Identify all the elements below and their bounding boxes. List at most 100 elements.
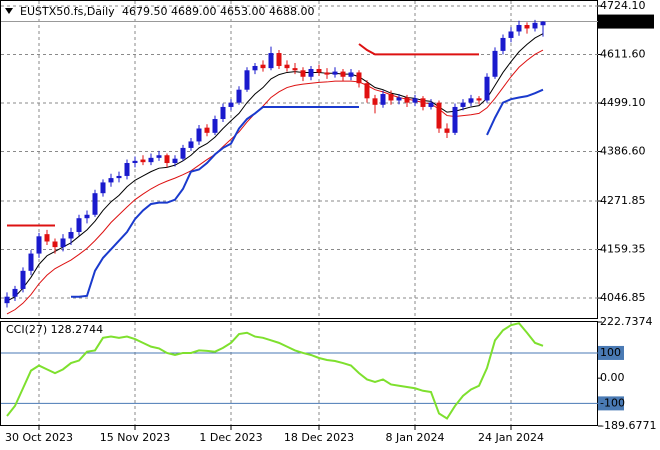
overlay-line [6, 33, 544, 302]
candle-body [12, 288, 18, 297]
candle-body [116, 175, 122, 179]
y-tick-label: 4159.35 [600, 243, 646, 256]
y-tick-label: 4724.10 [600, 0, 646, 12]
candle-body [420, 98, 426, 107]
candle-body [460, 102, 466, 107]
overlay-line [6, 49, 544, 315]
candle-body [4, 296, 10, 304]
candle-body [188, 141, 194, 148]
candle-body [388, 94, 394, 101]
x-tick-label: 30 Oct 2023 [5, 431, 73, 444]
y-tick-label: 4271.85 [600, 194, 646, 207]
candle-body [28, 253, 34, 271]
y-tick-label: 4046.85 [600, 291, 646, 304]
candle-body [468, 98, 474, 103]
x-tick-label: 18 Dec 2023 [284, 431, 354, 444]
candle-body [532, 22, 538, 29]
candle-body [372, 98, 378, 105]
candle-body [36, 236, 42, 254]
candle-body [516, 25, 522, 32]
candle-body [180, 147, 186, 159]
current-price-label: 4688.00 [601, 15, 647, 28]
candle-body [340, 71, 346, 77]
y-tick-label: -100 [600, 396, 625, 409]
level-box [598, 345, 624, 360]
candle-body [540, 21, 546, 26]
overlay-line [71, 105, 359, 298]
candle-body [524, 25, 530, 29]
candle-body [284, 64, 290, 69]
candle-body [260, 64, 266, 69]
candle-body [132, 160, 138, 164]
candle-body [412, 98, 418, 103]
candle-body [500, 37, 506, 51]
candle-body [172, 158, 178, 164]
candle-body [292, 68, 298, 71]
cci-title: CCI(27) 128.2744 [6, 323, 103, 336]
candle-body [196, 128, 202, 142]
candle-body [108, 178, 114, 183]
candle-body [364, 83, 370, 99]
candle-body [60, 238, 66, 248]
y-tick-label: -189.6771 [600, 419, 656, 432]
candle-body [316, 68, 322, 73]
x-tick-label: 15 Nov 2023 [100, 431, 170, 444]
candle-body [396, 97, 402, 101]
candle-body [492, 50, 498, 77]
candle-body [244, 70, 250, 90]
y-tick-label: 4386.60 [600, 145, 646, 158]
candle-body [476, 98, 482, 101]
chart-title: EUSTX50.fs,Daily [20, 5, 115, 18]
candle-body [236, 89, 242, 103]
candle-body [100, 182, 106, 194]
candle-body [228, 102, 234, 107]
candle-body [220, 106, 226, 120]
candle-body [156, 155, 162, 158]
collapse-icon[interactable] [5, 8, 13, 14]
y-tick-label: 222.7374 [600, 315, 653, 328]
candle-body [164, 155, 170, 164]
candle-body [356, 72, 362, 84]
candle-body [268, 53, 274, 69]
current-price-box [598, 14, 654, 29]
overlay-line [358, 43, 479, 56]
candle-body [140, 159, 146, 163]
candle-body [212, 119, 218, 133]
y-tick-label: 100 [600, 346, 621, 359]
cci-frame [0, 321, 598, 426]
x-tick-label: 8 Jan 2024 [386, 431, 445, 444]
candle-body [348, 72, 354, 77]
candle-body [300, 70, 306, 77]
candle-body [404, 97, 410, 103]
candle-body [332, 71, 338, 75]
level-box [598, 396, 624, 411]
candle-body [148, 157, 154, 163]
candle-body [324, 72, 330, 75]
ohlc-label: 4679.50 4689.00 4653.00 4688.00 [122, 5, 314, 18]
candle-body [204, 127, 210, 133]
candle-body [68, 232, 74, 239]
main-frame [0, 0, 598, 319]
candle-body [276, 53, 282, 66]
candle-body [20, 270, 26, 289]
y-tick-label: 4499.10 [600, 96, 646, 109]
candle-body [508, 31, 514, 38]
cci-line [6, 322, 544, 420]
candle-body [444, 128, 450, 133]
x-tick-label: 1 Dec 2023 [199, 431, 262, 444]
candle-body [124, 163, 130, 176]
candle-body [428, 102, 434, 107]
candle-body [44, 234, 50, 242]
x-tick-label: 24 Jan 2024 [478, 431, 544, 444]
candle-body [84, 214, 90, 219]
candle-body [92, 193, 98, 215]
overlay-line [486, 88, 544, 136]
candle-body [308, 68, 314, 77]
y-tick-label: 0.00 [600, 371, 625, 384]
y-tick-label: 4611.60 [600, 48, 646, 61]
candle-body [52, 241, 58, 248]
candle-body [436, 102, 442, 129]
candle-body [76, 218, 82, 233]
